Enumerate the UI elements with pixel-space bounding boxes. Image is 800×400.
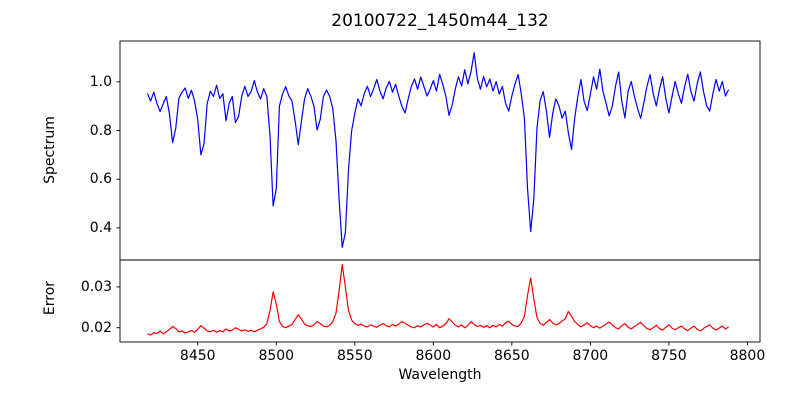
- x-tick-label: 8500: [258, 348, 295, 364]
- x-axis-label: Wavelength: [398, 367, 482, 383]
- x-tick-label: 8750: [651, 348, 687, 364]
- spectrum-y-tick-label: 0.4: [89, 219, 112, 236]
- spectrum-line: [146, 52, 730, 248]
- x-tick-label: 8600: [415, 348, 452, 364]
- error-y-tick-label: 0.03: [80, 278, 112, 295]
- spectrum-y-axis-label: Spectrum: [42, 116, 58, 184]
- x-tick-label: 8800: [729, 348, 766, 364]
- x-tick-label: 8550: [336, 348, 373, 364]
- spectrum-plot-border: [119, 40, 761, 261]
- spectrum-y-tick-label: 0.8: [89, 122, 112, 139]
- x-tick-label: 8700: [572, 348, 609, 364]
- spectrum-y-tick-label: 1.0: [89, 73, 112, 90]
- error-y-axis-label: Error: [42, 280, 58, 316]
- x-tick-label: 8450: [179, 348, 216, 364]
- error-line: [147, 263, 729, 336]
- error-y-tick-label: 0.02: [80, 319, 112, 336]
- spectrum-y-tick-label: 0.6: [89, 171, 112, 188]
- error-plot-border: [119, 259, 761, 343]
- chart-title: 20100722_1450m44_132: [331, 11, 549, 31]
- x-tick-label: 8650: [494, 348, 530, 364]
